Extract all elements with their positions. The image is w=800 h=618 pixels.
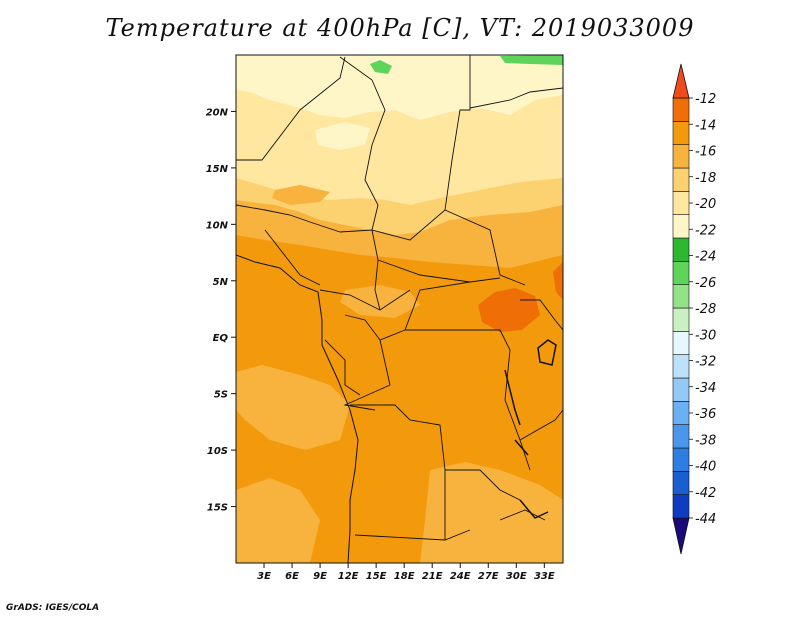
map-frame <box>235 54 564 564</box>
colorbar-label: -44 <box>695 512 716 527</box>
lon-tick-label: 21E <box>422 571 443 582</box>
lon-tick-label: 18E <box>394 571 415 582</box>
colorbar: -44 -42 -40 -38 -36 -34 -32 -30 -28 -26 -24 -22 -20 -… <box>672 63 716 555</box>
colorbar-segment <box>672 424 690 449</box>
lat-tick-label: 10N <box>206 220 229 231</box>
colorbar-label: -42 <box>695 486 716 501</box>
colorbar-label: -36 <box>695 407 716 422</box>
lon-tick-label: 27E <box>478 571 499 582</box>
colorbar-label: -18 <box>695 171 716 186</box>
lon-tick-label: 33E <box>534 571 555 582</box>
lat-tick-label: 5N <box>213 277 229 288</box>
lat-tick-label: 15S <box>207 503 228 514</box>
colorbar-segment <box>672 331 690 355</box>
colorbar-label: -14 <box>695 118 716 133</box>
field-m22-patch <box>315 122 370 150</box>
field-m16-south-west <box>236 478 320 563</box>
field-m16-north-patch <box>272 185 330 205</box>
colorbar-segment <box>672 167 690 192</box>
field-m16-south-east <box>420 462 563 563</box>
lat-tick-label: 5S <box>214 390 228 401</box>
lakes <box>504 339 557 519</box>
field-m22-band <box>236 55 563 120</box>
lat-tick-label: 15N <box>206 164 229 175</box>
colorbar-label: -30 <box>695 328 716 343</box>
colorbar-label: -38 <box>695 433 716 448</box>
field-m12-east-edge <box>553 262 563 300</box>
colorbar-segment <box>672 354 690 379</box>
grads-credit: GrADS: IGES/COLA <box>6 603 100 613</box>
colorbar-segment <box>672 191 690 215</box>
colorbar-upper-triangle <box>672 63 690 99</box>
lat-tick-label: 20N <box>206 107 229 118</box>
colorbar-label: -34 <box>695 381 716 396</box>
colorbar-segment <box>672 121 690 145</box>
colorbar-segment <box>672 237 690 262</box>
field-m24-green-north <box>370 60 392 74</box>
colorbar-label: -16 <box>695 145 716 160</box>
field-m12-hotspot <box>478 288 540 332</box>
lon-tick-label: 9E <box>313 571 327 582</box>
chart-title: Temperature at 400hPa [C], VT: 201903300… <box>105 14 695 42</box>
lon-tick-label: 3E <box>257 571 271 582</box>
colorbar-label: -26 <box>695 276 716 291</box>
map-axes: 3E 6E 9E 12E 15E 18E 21E 24E 27E 30E 33E 20N 15N 10N 5… <box>206 107 555 582</box>
colorbar-label: -40 <box>695 460 716 475</box>
colorbar-segment <box>672 307 690 332</box>
colorbar-segment <box>672 377 690 402</box>
colorbar-segment <box>672 144 690 169</box>
lat-tick-label: EQ <box>213 333 229 344</box>
lon-tick-label: 24E <box>450 571 471 582</box>
lon-tick-label: 15E <box>366 571 387 582</box>
field-m24-green-ne <box>500 55 563 65</box>
country-borders <box>236 55 563 541</box>
colorbar-segment <box>672 471 690 495</box>
colorbar-lower-triangle <box>672 517 690 555</box>
colorbar-segment <box>672 97 690 122</box>
map-panel <box>236 55 563 563</box>
colorbar-segment <box>672 447 690 472</box>
coastline <box>236 254 359 563</box>
lon-tick-label: 30E <box>506 571 527 582</box>
colorbar-label: -22 <box>695 223 716 238</box>
field-m16-west-lobe <box>236 365 350 450</box>
lon-tick-label: 12E <box>338 571 359 582</box>
lon-tick-label: 6E <box>285 571 299 582</box>
colorbar-segment <box>672 401 690 425</box>
lat-tick-label: 10S <box>207 446 228 457</box>
colorbar-segment <box>672 494 690 519</box>
colorbar-segment <box>672 261 690 285</box>
colorbar-label: -12 <box>695 92 716 107</box>
colorbar-label: -20 <box>695 197 716 212</box>
colorbar-segment <box>672 214 690 239</box>
colorbar-label: -24 <box>695 250 716 265</box>
colorbar-segment <box>672 284 690 309</box>
colorbar-label: -32 <box>695 355 716 370</box>
colorbar-label: -28 <box>695 302 716 317</box>
field-m16-central <box>340 285 420 318</box>
